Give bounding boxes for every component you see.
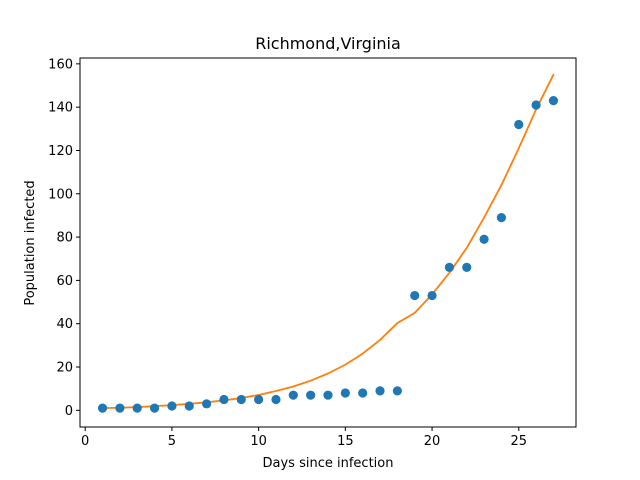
data-point: [149, 403, 160, 413]
y-axis-label: Population infected: [23, 180, 38, 305]
data-point: [115, 403, 125, 413]
x-tick-label: 20: [424, 434, 441, 449]
data-point: [323, 390, 333, 400]
y-tick-label: 140: [48, 101, 73, 116]
data-point: [132, 403, 142, 413]
x-tick-label: 10: [250, 434, 267, 449]
data-point: [462, 262, 472, 272]
data-point: [167, 401, 177, 411]
plot-background: [80, 58, 576, 427]
y-tick-label: 160: [48, 57, 73, 72]
data-point: [496, 213, 507, 223]
x-axis-label: Days since infection: [263, 456, 394, 471]
data-point: [97, 403, 108, 413]
data-point: [236, 394, 246, 405]
data-point: [340, 388, 350, 398]
y-tick-label: 120: [48, 144, 73, 159]
series-layer: [97, 73, 559, 413]
data-point: [184, 401, 194, 411]
x-tick-label: 15: [337, 434, 354, 449]
x-tick-label: 5: [168, 434, 176, 449]
y-tick-label: 80: [56, 231, 73, 246]
data-point: [375, 386, 385, 396]
chart-title: Richmond,Virginia: [255, 34, 401, 53]
data-point: [427, 290, 437, 301]
data-point: [479, 234, 489, 244]
y-tick-label: 60: [56, 274, 73, 289]
data-point: [202, 399, 212, 409]
x-tick-label: 25: [510, 434, 527, 449]
data-point: [514, 119, 524, 130]
axes-frame: [79, 57, 577, 428]
fit-curve-line: [101, 73, 555, 410]
axes-layer: 0 5 10 15 20 25 0 20 40 60 80 100 120 140 160: [48, 57, 577, 449]
data-point: [358, 388, 368, 398]
data-point: [531, 100, 541, 110]
y-tick-label: 40: [56, 317, 73, 332]
x-tick-label: 0: [81, 434, 89, 449]
y-tick-label: 100: [48, 187, 73, 202]
data-point: [410, 290, 420, 301]
y-tick-label: 0: [65, 404, 73, 419]
data-point: [444, 262, 454, 272]
data-point: [306, 390, 316, 400]
data-point: [548, 96, 559, 106]
data-point: [254, 394, 264, 405]
data-point: [288, 390, 298, 400]
plot-area: [80, 58, 576, 427]
data-point: [271, 394, 281, 405]
data-point: [219, 394, 229, 405]
y-tick-label: 20: [56, 361, 73, 376]
data-point: [392, 386, 402, 396]
